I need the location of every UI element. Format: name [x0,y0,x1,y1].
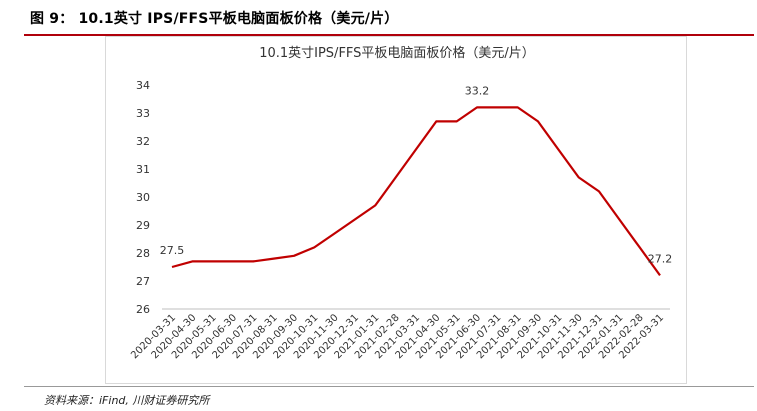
y-tick-label: 29 [136,219,150,232]
source-note: 资料来源：iFind, 川财证券研究所 [44,394,210,407]
x-axis: 2020-03-312020-04-302020-05-312020-06-30… [129,308,670,361]
data-label: 33.2 [465,84,490,97]
series-layer [171,106,661,277]
y-tick-label: 34 [136,79,150,92]
y-tick-label: 26 [136,303,150,316]
y-tick-label: 32 [136,135,150,148]
chart-title: 10.1英寸IPS/FFS平板电脑面板价格（美元/片） [259,45,535,61]
title-rule [24,34,754,36]
y-tick-label: 30 [136,191,150,204]
series-line [171,106,661,277]
y-tick-label: 28 [136,247,150,260]
y-tick-label: 27 [136,275,150,288]
source-rule [24,386,754,387]
data-labels: 27.5 33.2 27.2 [160,84,673,265]
y-axis: 26 27 28 29 30 31 32 33 34 [136,79,150,316]
data-label: 27.5 [160,244,185,257]
chart-frame [105,36,687,384]
figure-title: 图 9： 10.1英寸 IPS/FFS平板电脑面板价格（美元/片） [30,11,399,27]
y-tick-label: 31 [136,163,150,176]
y-tick-label: 33 [136,107,150,120]
data-label: 27.2 [648,252,673,265]
